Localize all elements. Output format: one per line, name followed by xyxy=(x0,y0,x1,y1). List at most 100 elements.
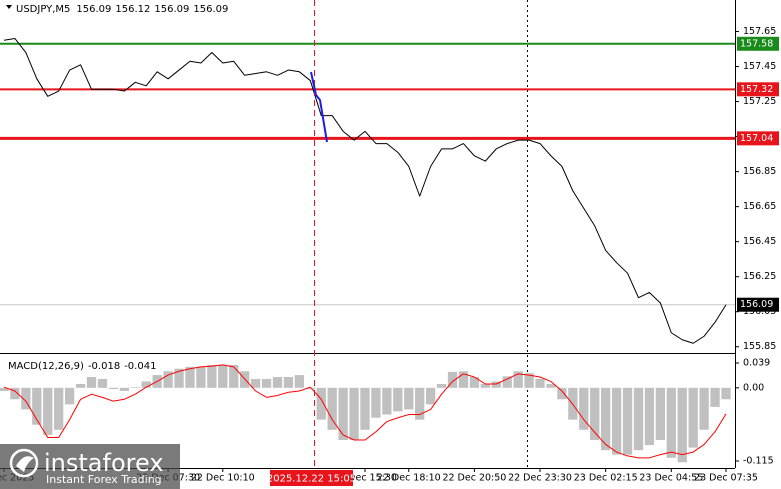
histogram-bar xyxy=(327,387,337,430)
histogram-bar xyxy=(590,387,600,440)
logo-swirl xyxy=(16,456,34,472)
y-tick-label: 156.45 xyxy=(743,236,776,247)
histogram-bar xyxy=(699,387,709,430)
histogram-bar xyxy=(43,387,53,435)
macd-readout: -0.018 xyxy=(88,361,120,372)
histogram-bar xyxy=(0,387,9,391)
histogram-bar xyxy=(130,387,140,388)
indicator-header: MACD(12,26,9) -0.018 -0.041 xyxy=(8,361,156,372)
histogram-bar xyxy=(393,387,403,412)
histogram-bar xyxy=(32,387,42,425)
y-tick-label: 155.85 xyxy=(743,341,776,352)
histogram-bar xyxy=(349,387,359,440)
level-label: 157.04 xyxy=(740,133,773,144)
indicator-title: MACD(12,26,9) xyxy=(8,361,84,372)
menu-arrow xyxy=(6,5,12,9)
series-line xyxy=(3,364,727,459)
watermark-brand: instaforex xyxy=(44,449,164,477)
histogram-bar xyxy=(382,387,392,415)
histogram-bar xyxy=(10,387,20,400)
level-label: 157.58 xyxy=(740,38,773,49)
histogram-bar xyxy=(207,364,217,388)
histogram-bar xyxy=(469,377,480,388)
histogram-bar xyxy=(272,377,283,388)
histogram-bar xyxy=(261,378,272,388)
histogram-bar xyxy=(86,377,97,388)
watermark-logo xyxy=(9,448,39,478)
trend-stroke xyxy=(310,71,328,143)
logo-ring xyxy=(9,448,39,478)
cursor-time: 2025.12.22 15:05 xyxy=(267,474,356,485)
x-tick-label: 23 Dec 07:35 xyxy=(694,473,758,484)
histogram-bar xyxy=(458,371,469,388)
x-tick-label: 23 Dec 04:55 xyxy=(639,473,703,484)
y-tick-label: 156.05 xyxy=(743,306,776,317)
y-tick-label: 156.85 xyxy=(743,166,776,177)
histogram-bar xyxy=(185,366,195,388)
level-label: 157.32 xyxy=(740,84,773,95)
high: 156.12 xyxy=(115,4,150,15)
level-box xyxy=(737,36,779,51)
histogram-bar xyxy=(250,378,261,388)
cursor-time-box xyxy=(270,470,353,486)
histogram-bar xyxy=(21,387,31,410)
histogram-bar xyxy=(546,384,556,388)
chart-header: USDJPY,M5 156.09 156.12 156.09 156.09 xyxy=(16,4,228,15)
histogram-bar xyxy=(294,375,305,388)
y-tick-label: -0.115 xyxy=(743,456,774,467)
y-tick-label: 0.039 xyxy=(743,358,770,369)
histogram-bar xyxy=(229,364,239,388)
histogram-bar xyxy=(535,378,545,388)
histogram-bar xyxy=(557,387,567,400)
histogram-bar xyxy=(721,387,731,400)
data-layer xyxy=(0,38,735,463)
histogram-bar xyxy=(196,366,206,388)
histogram-bar xyxy=(502,376,512,388)
series-line xyxy=(3,38,727,344)
y-tick-label: 157.65 xyxy=(743,26,776,37)
histogram-bar xyxy=(480,384,490,388)
histogram-bar xyxy=(611,387,622,455)
histogram-bar xyxy=(141,381,151,388)
histogram-bar xyxy=(371,387,381,418)
watermark-tagline: Instant Forex Trading xyxy=(46,473,162,486)
histogram-bar xyxy=(174,368,184,388)
x-tick-label: 22 Dec 18:10 xyxy=(377,473,441,484)
x-tick-label: 22 Dec 20:50 xyxy=(442,473,506,484)
histogram-bar xyxy=(622,387,633,455)
histogram-bar xyxy=(64,387,75,405)
histogram-bar xyxy=(54,387,64,430)
close: 156.09 xyxy=(193,4,228,15)
histogram-bar xyxy=(644,387,655,446)
histogram-bar xyxy=(655,387,666,440)
x-tick-label: 22 Dec 23:30 xyxy=(508,473,572,484)
histogram-bar xyxy=(75,384,86,388)
last-price-box xyxy=(737,297,779,312)
signal-readout: -0.041 xyxy=(124,361,156,372)
histogram-bar xyxy=(338,387,348,440)
histogram-bar xyxy=(360,387,370,430)
histogram-bar xyxy=(524,373,534,388)
histogram-bar xyxy=(666,387,676,458)
histogram-bar xyxy=(633,387,644,451)
x-tick-label: 23 Dec 02:15 xyxy=(574,473,638,484)
histogram-bar xyxy=(218,364,228,388)
histogram-bar xyxy=(119,387,129,391)
low: 156.09 xyxy=(154,4,189,15)
histogram-bar xyxy=(97,378,108,388)
y-tick-label: 157.45 xyxy=(743,61,776,72)
last-price-label: 156.09 xyxy=(740,299,773,310)
histogram-bar xyxy=(601,387,611,451)
histogram-bar xyxy=(491,381,501,388)
histogram-bar xyxy=(316,387,326,420)
y-tick-label: 0.00 xyxy=(743,382,764,393)
open: 156.09 xyxy=(76,4,111,15)
histogram-bar xyxy=(677,387,687,463)
histogram-bar xyxy=(447,371,458,388)
y-tick-label: 156.25 xyxy=(743,271,776,282)
x-tick-label: 22 Dec 10:10 xyxy=(191,473,255,484)
histogram-bar xyxy=(283,377,294,388)
